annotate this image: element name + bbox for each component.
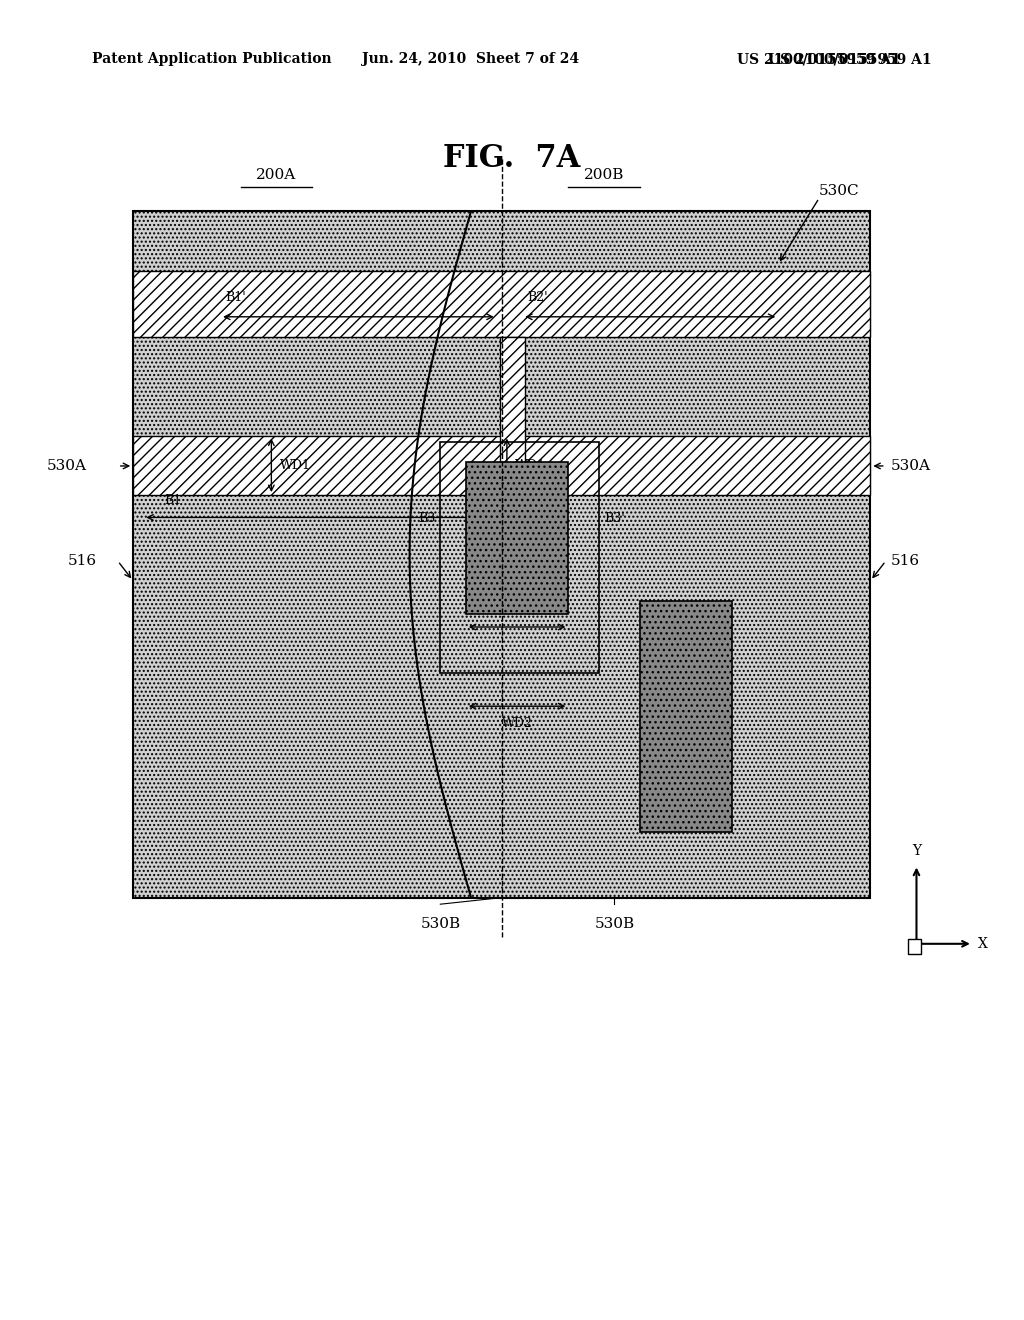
Bar	[466, 462, 568, 614]
Text: FIG.  7A: FIG. 7A	[443, 143, 581, 174]
Text: B3': B3'	[604, 512, 625, 524]
Text: WD3: WD3	[530, 490, 561, 503]
Text: 530A: 530A	[47, 459, 87, 473]
Text: WD1: WD1	[515, 459, 546, 471]
Bar	[908, 939, 921, 954]
Text: Jun. 24, 2010  Sheet 7 of 24: Jun. 24, 2010 Sheet 7 of 24	[362, 53, 580, 66]
Text: B2': B2'	[527, 290, 548, 304]
Text: X: X	[978, 937, 988, 950]
Bar	[440, 442, 599, 673]
Text: 530C: 530C	[819, 185, 860, 198]
Bar	[133, 271, 870, 337]
Text: 200A: 200A	[256, 168, 297, 182]
Text: 530B: 530B	[420, 917, 461, 932]
Text: 516: 516	[891, 554, 920, 568]
Bar	[500, 337, 525, 495]
Text: US 2100/0155959 A1: US 2100/0155959 A1	[737, 53, 901, 66]
Text: B3: B3	[418, 512, 435, 524]
Text: US 2100/0155959 A1: US 2100/0155959 A1	[768, 53, 932, 66]
Bar	[133, 436, 870, 495]
Text: 530B: 530B	[594, 917, 635, 932]
Text: B1': B1'	[225, 290, 246, 304]
Bar	[640, 601, 732, 832]
Text: B1: B1	[164, 494, 181, 507]
Text: Patent Application Publication: Patent Application Publication	[92, 53, 332, 66]
Bar	[133, 211, 870, 898]
Text: WD2: WD2	[502, 717, 532, 730]
Text: 200B: 200B	[584, 168, 625, 182]
Text: B2: B2	[509, 603, 525, 616]
Text: Y: Y	[912, 843, 921, 858]
Text: WD1: WD1	[280, 459, 310, 471]
Text: 530A: 530A	[891, 459, 931, 473]
Text: 516: 516	[69, 554, 97, 568]
